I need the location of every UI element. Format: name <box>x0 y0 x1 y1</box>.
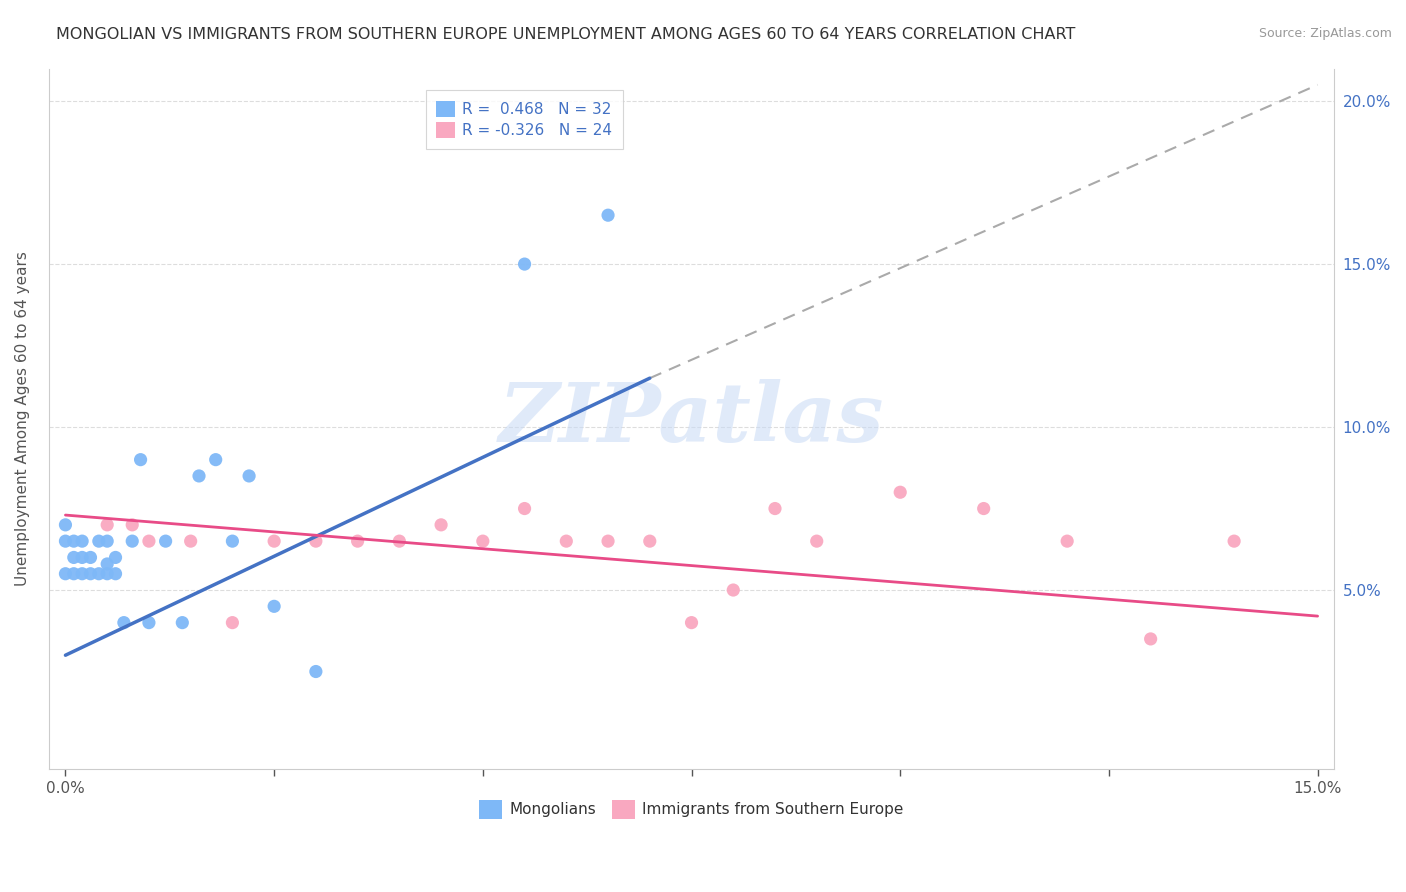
Point <box>96 534 118 549</box>
Legend: Mongolians, Immigrants from Southern Europe: Mongolians, Immigrants from Southern Eur… <box>474 794 910 825</box>
Point <box>221 534 243 549</box>
Point <box>513 501 536 516</box>
Point <box>723 582 745 597</box>
Point <box>79 550 101 565</box>
Point <box>204 452 226 467</box>
Point <box>70 566 93 581</box>
Point <box>238 469 260 483</box>
Point <box>129 452 152 467</box>
Text: Source: ZipAtlas.com: Source: ZipAtlas.com <box>1258 27 1392 40</box>
Point <box>180 534 202 549</box>
Point <box>388 534 411 549</box>
Text: ZIPatlas: ZIPatlas <box>499 379 884 458</box>
Point <box>1056 534 1078 549</box>
Point <box>1223 534 1246 549</box>
Point <box>138 534 160 549</box>
Point <box>1139 632 1161 646</box>
Point <box>87 566 110 581</box>
Point <box>121 517 143 532</box>
Point <box>62 550 84 565</box>
Point <box>973 501 995 516</box>
Point <box>430 517 453 532</box>
Point <box>513 257 536 271</box>
Point <box>305 665 328 679</box>
Point <box>188 469 211 483</box>
Text: MONGOLIAN VS IMMIGRANTS FROM SOUTHERN EUROPE UNEMPLOYMENT AMONG AGES 60 TO 64 YE: MONGOLIAN VS IMMIGRANTS FROM SOUTHERN EU… <box>56 27 1076 42</box>
Point <box>121 534 143 549</box>
Point <box>112 615 135 630</box>
Point <box>62 566 84 581</box>
Point <box>138 615 160 630</box>
Point <box>596 208 619 222</box>
Point <box>70 550 93 565</box>
Point <box>96 566 118 581</box>
Point <box>305 534 328 549</box>
Point <box>55 534 77 549</box>
Point <box>263 599 285 614</box>
Y-axis label: Unemployment Among Ages 60 to 64 years: Unemployment Among Ages 60 to 64 years <box>15 252 30 586</box>
Point <box>346 534 368 549</box>
Point <box>172 615 194 630</box>
Point <box>79 566 101 581</box>
Point <box>763 501 786 516</box>
Point <box>104 566 127 581</box>
Point <box>889 485 911 500</box>
Point <box>155 534 177 549</box>
Point <box>70 534 93 549</box>
Point <box>471 534 494 549</box>
Point <box>55 566 77 581</box>
Point <box>96 557 118 571</box>
Point <box>806 534 828 549</box>
Point <box>96 517 118 532</box>
Point <box>555 534 578 549</box>
Point <box>681 615 703 630</box>
Point <box>596 534 619 549</box>
Point <box>638 534 661 549</box>
Point <box>62 534 84 549</box>
Point <box>221 615 243 630</box>
Point <box>104 550 127 565</box>
Point <box>55 517 77 532</box>
Point <box>87 534 110 549</box>
Point <box>263 534 285 549</box>
